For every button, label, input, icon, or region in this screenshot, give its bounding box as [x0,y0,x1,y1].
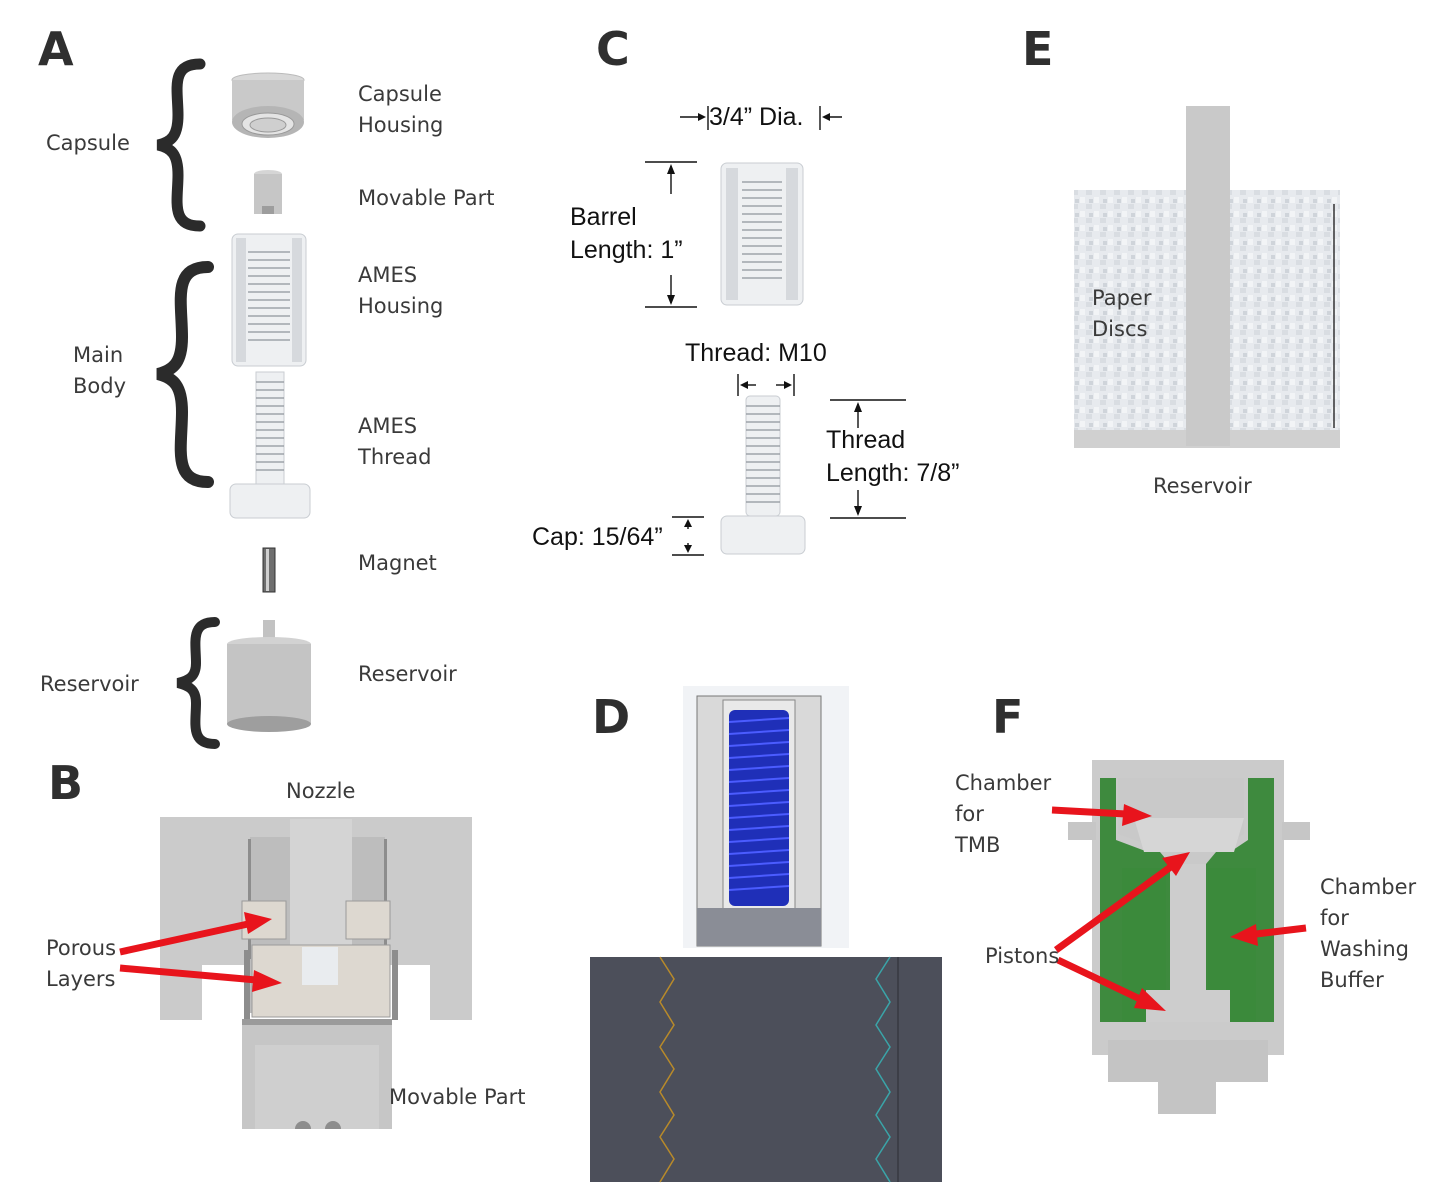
panel-f-letter: F [992,690,1024,744]
label-pistons: Pistons [985,944,1060,968]
label-capsule-housing: Capsule Housing [358,82,444,137]
porous-layers-arrows [119,912,282,992]
label-reservoir-part: Reservoir [358,662,457,686]
label-reservoir-e: Reservoir [1153,474,1252,498]
group-label-main-body: Main Body [73,343,127,398]
reservoir-cross-section [1074,106,1340,448]
label-paper-discs: Paper Discs [1092,286,1152,341]
label-chamber-washing: Chamber for Washing Buffer [1320,875,1417,992]
brace-capsule [156,58,206,232]
capsule-housing-part [231,72,305,138]
barrel-part [720,162,804,306]
diameter-dimension [680,106,842,130]
label-chamber-tmb: Chamber for TMB [955,771,1052,857]
panel-b-letter: B [48,756,84,810]
thread-width-dimension [737,374,795,396]
group-label-capsule: Capsule [46,131,130,155]
label-movable-part: Movable Part [358,186,495,210]
label-movable-part-b: Movable Part [389,1085,526,1109]
f-arrows [1051,804,1307,1011]
label-ames-housing: AMES Housing [358,263,444,318]
panel-a-letter: A [38,22,74,76]
brace-reservoir [176,617,220,749]
cad-thread-closeup [590,956,942,1183]
reservoir-part [227,620,311,732]
movable-part-part [254,170,282,214]
label-thread-length: Thread Length: 7/8” [826,426,960,487]
group-label-reservoir: Reservoir [40,672,139,696]
cross-section-b [160,817,472,1129]
label-ames-thread: AMES Thread [358,414,432,469]
label-nozzle: Nozzle [286,779,356,803]
ames-thread-part [229,371,311,519]
label-porous-layers: Porous Layers [46,936,117,991]
thread-part [720,395,806,555]
magnet-part [262,547,276,593]
thread-length-dimension [830,399,906,519]
label-diameter: 3/4” Dia. [709,103,804,131]
barrel-length-dimension [645,161,697,308]
cap-dimension [672,516,704,556]
label-thread: Thread: M10 [685,339,827,367]
panel-e-letter: E [1022,22,1054,76]
label-magnet: Magnet [358,551,437,575]
brace-main-body [156,261,214,488]
panel-c-letter: C [596,22,630,76]
label-cap: Cap: 15/64” [532,523,663,551]
panel-d-letter: D [592,690,631,744]
label-barrel-length: Barrel Length: 1” [570,203,683,264]
cad-thread-view [683,686,849,948]
ames-housing-part [231,233,307,367]
